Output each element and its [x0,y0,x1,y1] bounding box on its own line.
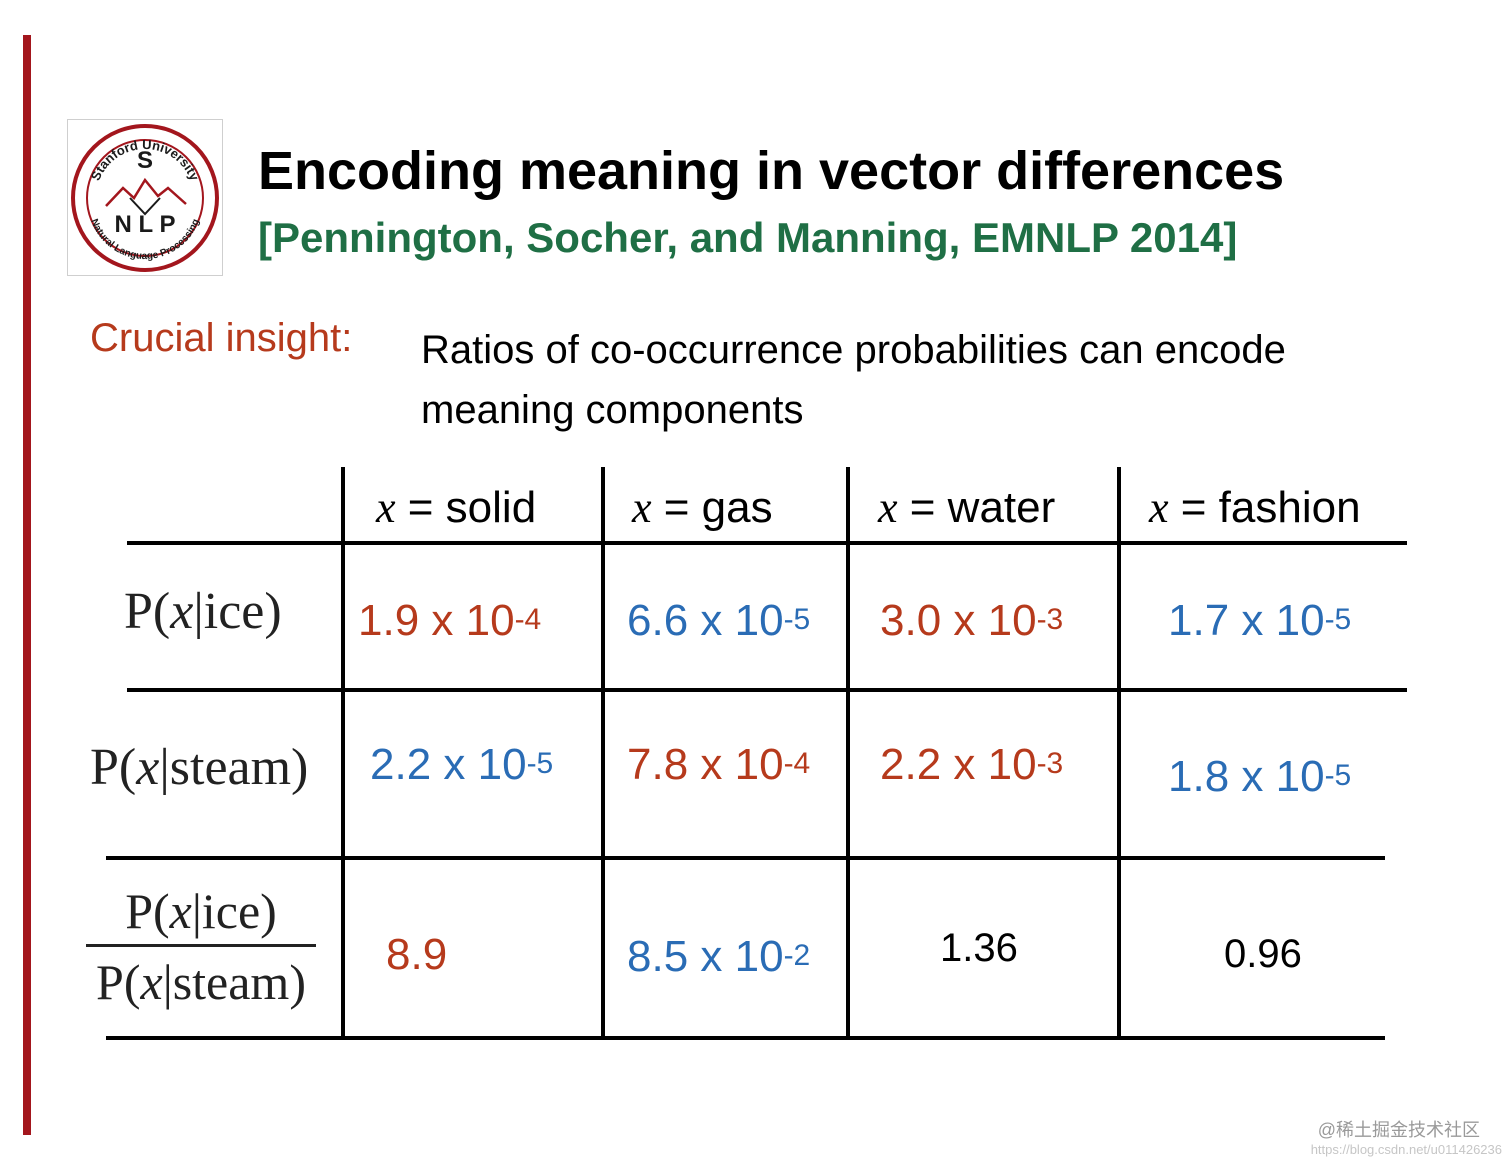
cell-ratio-fashion: 0.96 [1224,932,1302,976]
cell-ratio-solid: 8.9 [386,930,448,979]
table-hline [106,1036,1385,1040]
cell-steam-fashion: 1.8 x 10-5 [1168,752,1352,801]
cell-steam-solid: 2.2 x 10-5 [370,740,554,789]
ratio-numerator: P(x|ice) [125,883,277,939]
fraction-bar [86,944,316,947]
logo-nlp-text: N L P [115,211,176,238]
insight-line-2: meaning components [421,388,804,432]
insight-line-1: Ratios of co-occurrence probabilities ca… [421,328,1286,372]
insight-text: Ratios of co-occurrence probabilities ca… [421,320,1286,440]
slide-citation: [Pennington, Socher, and Manning, EMNLP … [258,214,1238,261]
ratio-denominator: P(x|steam) [96,954,306,1010]
slide-accent-bar [23,35,31,1135]
cell-ratio-gas: 8.5 x 10-2 [627,932,811,981]
logo-letter: S [137,147,153,174]
table-vline [846,467,850,1039]
table-vline [341,467,345,1039]
stanford-nlp-logo: Stanford University Natural Language Pro… [67,119,223,276]
watermark-text: @稀土掘金技术社区 [1317,1120,1480,1140]
cell-ice-solid: 1.9 x 10-4 [358,596,542,645]
table-hline [127,688,1407,692]
table-vline [601,467,605,1039]
table-vline [1117,467,1121,1039]
cell-steam-water: 2.2 x 10-3 [880,740,1064,789]
row-label-ratio: P(x|ice) P(x|steam) [86,882,316,1011]
table-hline [127,541,1407,545]
column-header-fashion: x = fashion [1149,483,1361,532]
cell-ice-fashion: 1.7 x 10-5 [1168,596,1352,645]
row-label-p-x-steam: P(x|steam) [90,739,309,796]
cell-ice-water: 3.0 x 10-3 [880,596,1064,645]
row-label-p-x-ice: P(x|ice) [124,583,282,640]
column-header-solid: x = solid [376,483,537,532]
column-header-water: x = water [878,483,1056,532]
cell-ratio-water: 1.36 [940,926,1018,970]
watermark-url: https://blog.csdn.net/u011426236 [1310,1142,1502,1157]
stanford-nlp-logo-icon: Stanford University Natural Language Pro… [71,124,219,272]
column-header-gas: x = gas [632,483,773,532]
table-hline [106,856,1385,860]
insight-label: Crucial insight: [90,316,353,360]
cell-ice-gas: 6.6 x 10-5 [627,596,811,645]
cell-steam-gas: 7.8 x 10-4 [627,740,811,789]
slide-title: Encoding meaning in vector differences [258,141,1285,201]
